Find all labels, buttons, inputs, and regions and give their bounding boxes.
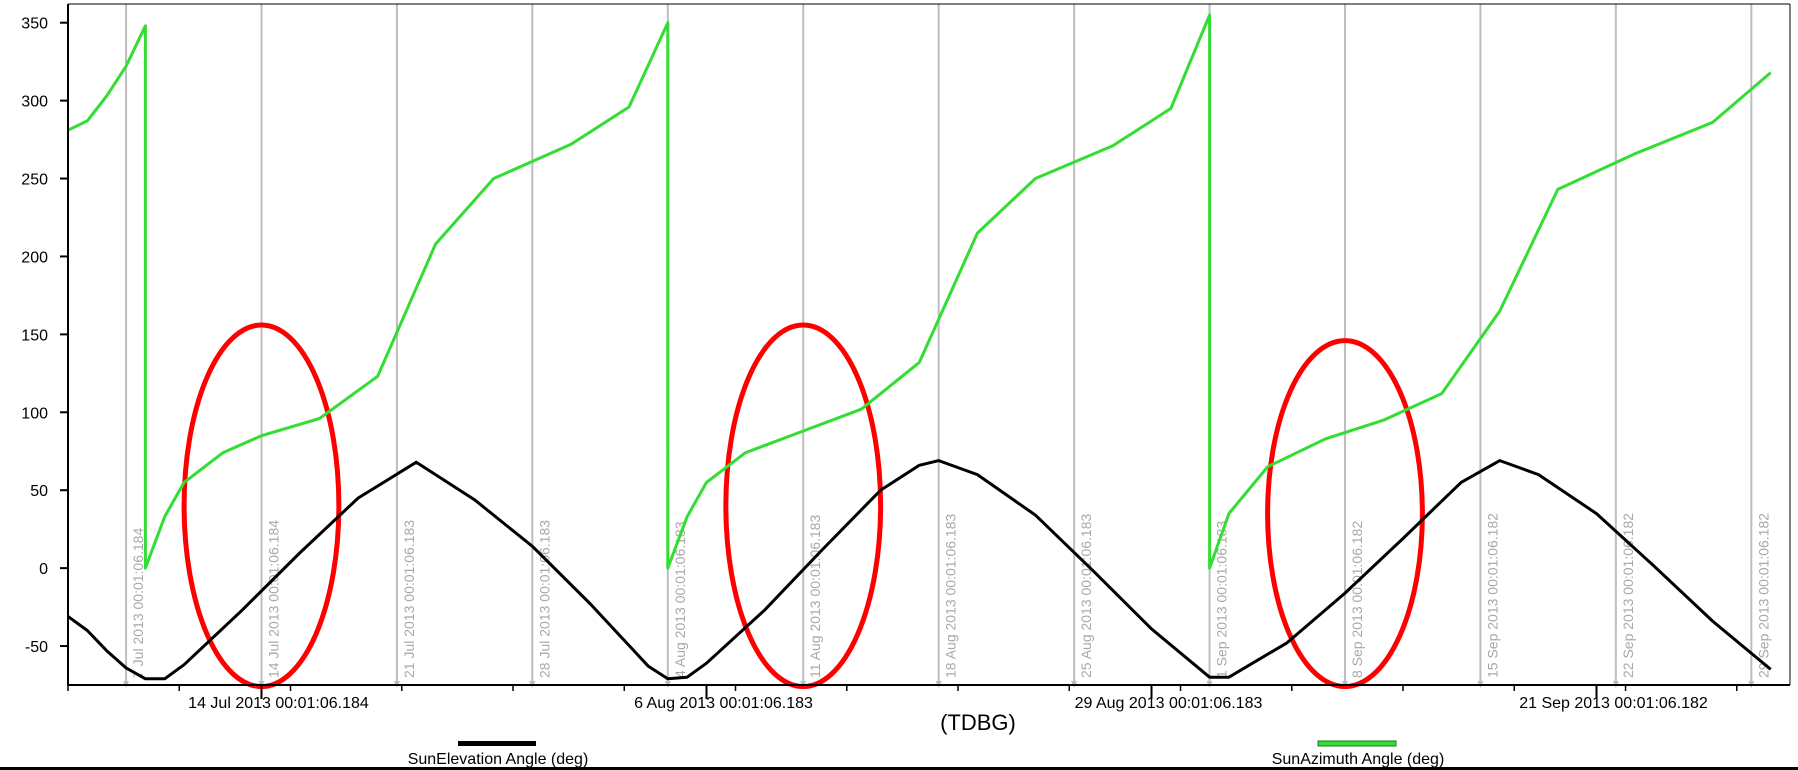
legend-label: SunElevation Angle (deg) <box>408 751 589 768</box>
y-tick-label: 200 <box>21 249 48 266</box>
y-tick-label: 100 <box>21 405 48 422</box>
x-tick-label: 14 Jul 2013 00:01:06.184 <box>188 695 369 712</box>
legend-label: SunAzimuth Angle (deg) <box>1272 751 1445 768</box>
epoch-label: 18 Aug 2013 00:01:06.183 <box>943 514 959 678</box>
annotation-ellipse <box>723 322 884 690</box>
x-tick-label: 29 Aug 2013 00:01:06.183 <box>1075 695 1263 712</box>
y-tick-label: -50 <box>25 639 48 656</box>
epoch-label: 4 Aug 2013 00:01:06.183 <box>672 521 688 678</box>
epoch-label: 29 Sep 2013 00:01:06.182 <box>1755 513 1771 678</box>
x-tick-label: 6 Aug 2013 00:01:06.183 <box>634 695 813 712</box>
y-tick-label: 0 <box>39 561 48 578</box>
y-tick-label: 300 <box>21 94 48 111</box>
sun-azimuth-line <box>67 13 1772 570</box>
y-tick-label: 50 <box>30 483 48 500</box>
epoch-label: 1 Sep 2013 00:01:06.183 <box>1214 521 1230 678</box>
epoch-lines: 7 Jul 2013 00:01:06.184 14 Jul 2013 00:01… <box>123 4 1771 688</box>
legend-swatch <box>1317 740 1397 747</box>
y-tick-label: 150 <box>21 327 48 344</box>
y-tick-label: 250 <box>21 172 48 189</box>
epoch-label: 22 Sep 2013 00:01:06.182 <box>1620 513 1636 678</box>
epoch-label: 15 Sep 2013 00:01:06.182 <box>1484 513 1500 678</box>
epoch-label: 11 Aug 2013 00:01:06.183 <box>807 515 823 678</box>
axes <box>67 3 1791 686</box>
legend: SunElevation Angle (deg) SunAzimuth Angle… <box>408 740 1445 768</box>
sun-elevation-line <box>67 459 1772 681</box>
annotation-ellipse <box>1265 338 1425 690</box>
epoch-label: 8 Sep 2013 00:01:06.182 <box>1349 521 1365 678</box>
epoch-label: 7 Jul 2013 00:01:06.184 <box>130 528 146 678</box>
epoch-label: 14 Jul 2013 00:01:06.184 <box>265 520 281 678</box>
x-axis-label: (TDBG) <box>940 710 1016 735</box>
x-axis-ticks: 14 Jul 2013 00:01:06.184 6 Aug 2013 00:01… <box>67 685 1738 712</box>
bottom-border <box>0 767 1798 770</box>
y-tick-label: 350 <box>21 16 48 33</box>
legend-swatch <box>458 741 536 746</box>
epoch-label: 28 Jul 2013 00:01:06.183 <box>536 520 552 678</box>
epoch-label: 25 Aug 2013 00:01:06.183 <box>1078 514 1094 678</box>
series-lines <box>67 13 1772 681</box>
x-tick-label: 21 Sep 2013 00:01:06.182 <box>1519 695 1708 712</box>
epoch-label: 21 Jul 2013 00:01:06.183 <box>401 520 417 678</box>
y-axis-ticks: 350 300 250 200 150 100 50 0 -50 <box>21 16 68 656</box>
